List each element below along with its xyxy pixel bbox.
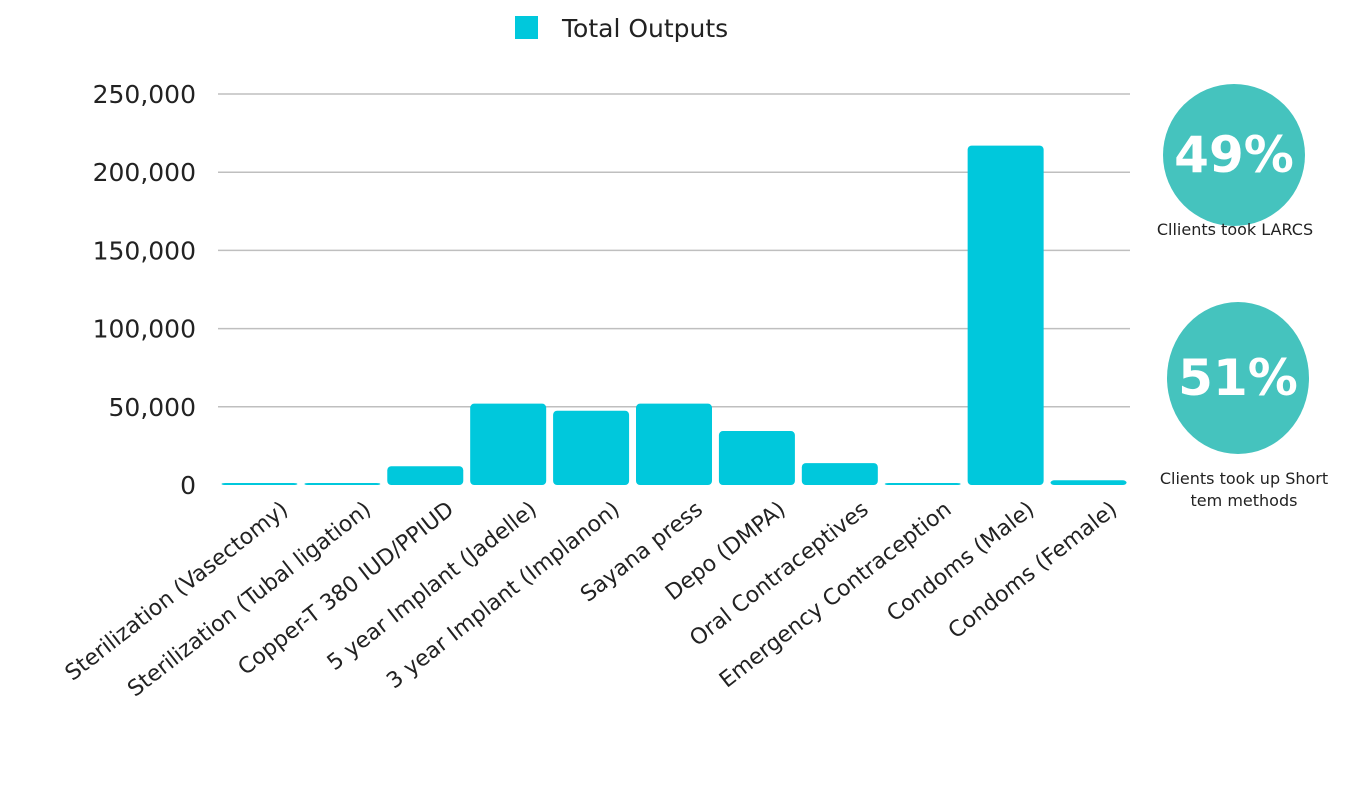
- stat-caption-larcs: Cllients took LARCS: [1130, 219, 1340, 241]
- stat-value-larcs: 49%: [1174, 126, 1294, 184]
- y-tick-label: 200,000: [93, 158, 196, 187]
- bar: [801, 463, 878, 485]
- bar: [470, 403, 547, 485]
- legend: Total Outputs: [515, 14, 728, 43]
- stat-circle-short-term: 51%: [1167, 302, 1309, 454]
- stat-caption-line: Cllients took LARCS: [1156, 220, 1314, 239]
- bar: [1050, 480, 1127, 485]
- bar: [304, 483, 381, 485]
- x-tick-label: Condoms (Male): [883, 497, 1040, 627]
- stat-value-short-term: 51%: [1178, 349, 1298, 407]
- bar: [967, 145, 1044, 485]
- y-tick-label: 100,000: [93, 315, 196, 344]
- legend-label: Total Outputs: [561, 14, 728, 43]
- bar: [636, 403, 712, 485]
- bar: [884, 483, 961, 485]
- x-axis-tick-labels: Sterilization (Vasectomy)Sterilization (…: [61, 497, 1122, 702]
- y-axis-tick-labels: 0 50,000 100,000 150,000 200,000 250,000: [93, 80, 196, 500]
- y-tick-label: 150,000: [93, 236, 196, 265]
- stat-caption-line: tem methods: [1190, 491, 1298, 510]
- bar: [553, 410, 630, 485]
- bar: [221, 483, 298, 485]
- stat-caption-line: Clients took up Short: [1159, 469, 1329, 488]
- stat-circle-larcs: 49%: [1163, 84, 1305, 226]
- bar: [718, 431, 795, 485]
- y-tick-label: 0: [180, 471, 196, 500]
- stat-caption-short-term: Clients took up Short tem methods: [1128, 468, 1360, 512]
- legend-swatch: [515, 16, 538, 39]
- bars: [221, 145, 1127, 485]
- bar: [387, 466, 464, 485]
- y-tick-label: 50,000: [109, 393, 196, 422]
- y-tick-label: 250,000: [93, 80, 196, 109]
